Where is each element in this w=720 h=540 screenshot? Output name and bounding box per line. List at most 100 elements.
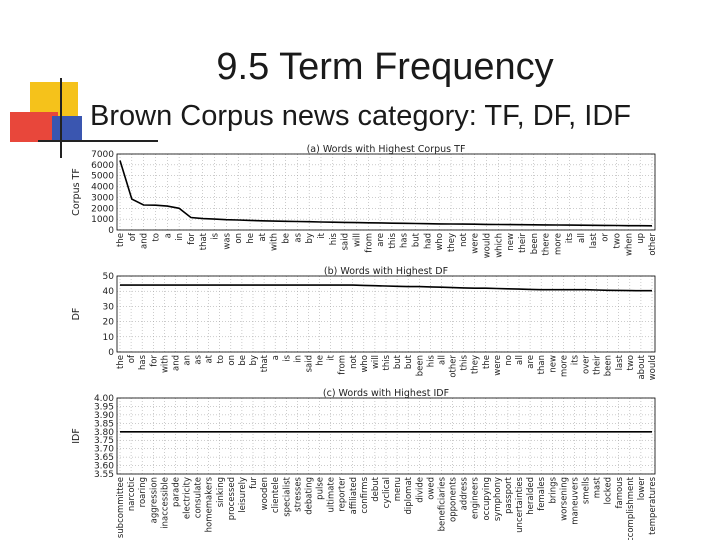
y-tick-label: 0 <box>108 226 114 236</box>
y-tick-label: 3.60 <box>94 462 114 472</box>
x-tick-label: specialist <box>282 476 292 516</box>
x-tick-label: parade <box>171 477 181 507</box>
x-tick-label: they <box>447 233 457 252</box>
x-tick-label: last <box>589 232 599 248</box>
x-tick-label: is <box>211 232 221 239</box>
decor-horizontal-rule <box>38 140 158 142</box>
x-tick-label: not <box>349 354 359 369</box>
x-tick-label: his <box>329 232 339 245</box>
x-tick-label: sinking <box>216 477 226 507</box>
x-tick-label: stresses <box>293 476 303 511</box>
x-tick-label: reporter <box>338 476 348 511</box>
x-tick-label: it <box>317 232 327 238</box>
x-tick-label: debating <box>304 477 314 515</box>
y-tick-label: 2000 <box>91 204 114 214</box>
decor-blue-square <box>52 116 82 142</box>
x-tick-label: at <box>258 232 268 241</box>
y-tick-label: 4000 <box>91 183 114 193</box>
y-tick-label: 1000 <box>91 215 114 225</box>
x-tick-label: with <box>160 355 170 373</box>
x-tick-label: about <box>637 354 647 379</box>
x-tick-label: up <box>636 233 646 244</box>
x-tick-label: as <box>293 232 303 242</box>
chart-panel-3: subcommittee narcotic roaring aggression ina… <box>71 388 658 540</box>
x-tick-label: other <box>648 233 658 256</box>
y-tick-label: 6000 <box>91 161 114 171</box>
x-tick-label: last <box>615 354 625 370</box>
chart-title: (a) Words with Highest Corpus TF <box>307 144 466 155</box>
x-tick-label: that <box>199 232 209 250</box>
y-tick-label: 3.90 <box>94 411 114 421</box>
x-tick-label: consulate <box>194 477 204 518</box>
x-tick-label: been <box>415 355 425 376</box>
y-tick-label: 3.95 <box>94 402 114 412</box>
x-tick-label: uncertainties <box>515 476 525 532</box>
x-tick-label: the <box>116 233 126 247</box>
x-tick-label: to <box>151 233 161 242</box>
x-tick-label: this <box>388 232 398 248</box>
x-tick-label: roaring <box>138 477 148 507</box>
x-tick-label: there <box>542 233 552 256</box>
x-tick-label: wooden <box>260 477 270 510</box>
x-tick-label: would <box>648 355 658 380</box>
x-tick-label: he <box>246 233 256 244</box>
x-tick-label: an <box>183 355 193 366</box>
x-tick-label: it <box>327 354 337 360</box>
x-tick-label: which <box>494 233 504 258</box>
x-tick-label: lower <box>637 477 647 501</box>
x-tick-label: ultimate <box>327 477 337 513</box>
x-tick-label: smells <box>582 476 592 504</box>
x-tick-label: on <box>234 233 244 244</box>
x-tick-label: over <box>582 355 592 374</box>
x-tick-label: engineers <box>471 476 481 519</box>
x-tick-label: electricity <box>183 477 193 519</box>
x-tick-label: of <box>127 354 137 363</box>
x-tick-label: new <box>506 233 516 251</box>
x-tick-label: has <box>400 232 410 248</box>
x-tick-label: and <box>140 233 150 249</box>
y-tick-label: 3.55 <box>94 470 114 480</box>
x-tick-label: divide <box>415 477 425 503</box>
x-tick-label: said <box>341 233 351 250</box>
x-tick-label: a <box>271 355 281 360</box>
x-tick-label: other <box>449 355 459 378</box>
y-axis-label: DF <box>71 308 82 321</box>
x-tick-label: the <box>482 355 492 369</box>
x-tick-label: be <box>238 355 248 366</box>
y-axis-label: Corpus TF <box>71 168 82 216</box>
x-tick-label: with <box>270 233 280 251</box>
x-tick-label: to <box>216 355 226 364</box>
y-tick-label: 7000 <box>91 150 114 160</box>
x-tick-label: his <box>426 354 436 367</box>
x-tick-label: when <box>624 233 634 256</box>
x-tick-label: by <box>305 233 315 243</box>
x-tick-label: symphony <box>493 477 503 521</box>
x-tick-label: temperatures <box>648 476 658 534</box>
plot-frame <box>116 153 656 231</box>
series-line <box>120 284 652 292</box>
x-tick-label: passport <box>504 476 514 514</box>
y-tick-label: 3.85 <box>94 419 114 429</box>
x-tick-label: but <box>393 354 403 369</box>
y-tick-label: 4.00 <box>94 394 114 404</box>
x-tick-label: are <box>526 355 536 369</box>
x-tick-label: maneuvers <box>570 476 580 524</box>
x-tick-label: of <box>128 232 138 241</box>
x-tick-label: all <box>437 355 447 365</box>
x-tick-label: two <box>613 233 623 249</box>
x-tick-label: menu <box>393 477 403 501</box>
x-tick-label: are <box>376 233 386 247</box>
x-tick-label: or <box>601 233 611 242</box>
x-tick-label: for <box>187 232 197 244</box>
x-tick-label: a <box>163 233 173 238</box>
x-tick-label: more <box>553 233 563 255</box>
x-tick-label: said <box>304 355 314 372</box>
x-tick-label: for <box>149 354 159 366</box>
x-tick-label: beneficiaries <box>437 476 447 531</box>
x-tick-label: subcommittee <box>116 477 126 538</box>
chart-panel-2: the of has for with and an as at to on be by that a is i… <box>71 266 658 380</box>
x-tick-label: homemakers <box>205 476 215 532</box>
x-tick-label: were <box>471 233 481 254</box>
x-tick-label: no <box>504 355 514 366</box>
x-tick-label: but <box>412 232 422 247</box>
